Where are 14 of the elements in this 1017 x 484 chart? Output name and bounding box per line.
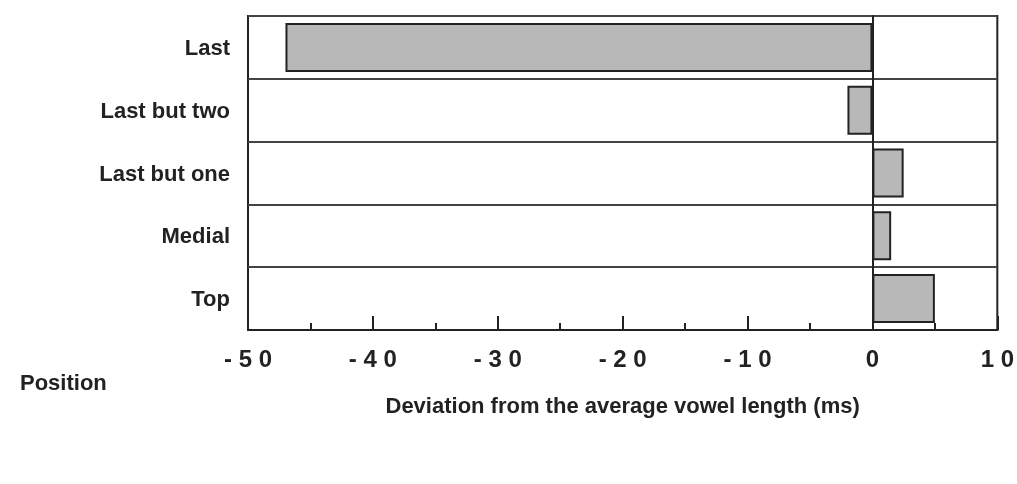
x-tick-label: - 2 0 [598,344,647,372]
x-tick-label: 1 0 [980,344,1015,372]
x-tick-label: 0 [865,344,880,372]
x-tick-label: - 1 0 [723,344,772,372]
y-tick-label: Medial [161,223,230,249]
x-tick-label: - 5 0 [223,344,273,372]
y-axis-title: Position [20,369,107,395]
y-tick-label: Last [184,34,231,60]
x-tick-label: - 4 0 [348,344,397,372]
x-tick-label: - 3 0 [473,344,522,372]
y-tick-label: Last but two [100,97,230,123]
x-axis-title: Deviation from the average vowel length (ms) [385,392,860,418]
y-tick-label: Last but one [99,160,230,186]
y-tick-label: Top [191,286,230,312]
